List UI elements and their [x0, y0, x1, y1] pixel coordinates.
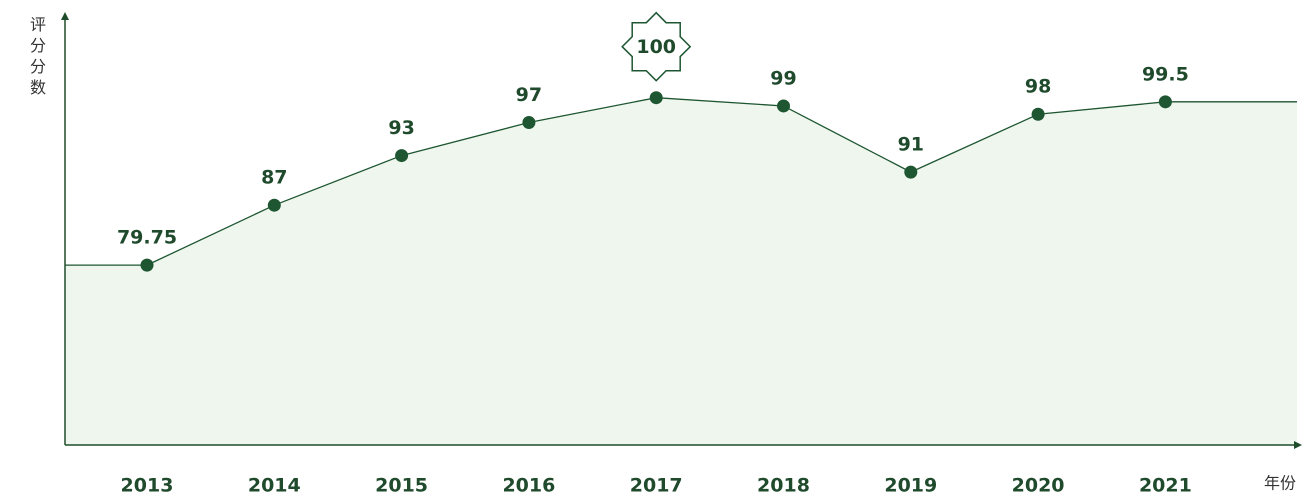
x-tick-label: 2021 [1139, 475, 1192, 495]
value-label: 97 [516, 84, 542, 106]
value-label: 93 [388, 117, 414, 139]
x-tick-label: 2013 [121, 475, 174, 495]
value-label: 99 [770, 67, 796, 89]
x-tick-label: 2015 [375, 475, 428, 495]
point [1158, 95, 1172, 109]
area [65, 97, 1297, 445]
x-tick-label: 2017 [630, 475, 683, 495]
x-tick-label: 2019 [884, 475, 937, 495]
x-axis-label: 年份 [1264, 474, 1296, 493]
x-tick-label: 2014 [248, 475, 301, 495]
value-label: 87 [261, 167, 287, 189]
point [649, 91, 663, 105]
area-edge [65, 101, 1297, 266]
value-label: 100 [636, 36, 676, 58]
x-tick-label: 2016 [502, 475, 555, 495]
value-label: 98 [1025, 76, 1051, 98]
value-label: 91 [898, 134, 924, 156]
point [777, 99, 790, 113]
x-tick-label: 2018 [757, 475, 810, 495]
point [267, 198, 281, 212]
value-label: 79.75 [117, 227, 177, 249]
value-label: 99.5 [1142, 63, 1189, 85]
point [395, 149, 409, 163]
point [904, 165, 918, 179]
badge [621, 11, 692, 82]
y-axis-label: 评分分数 [30, 15, 46, 97]
point [522, 116, 536, 129]
point [140, 258, 154, 272]
point [1031, 107, 1045, 121]
x-tick-label: 2020 [1012, 475, 1065, 495]
